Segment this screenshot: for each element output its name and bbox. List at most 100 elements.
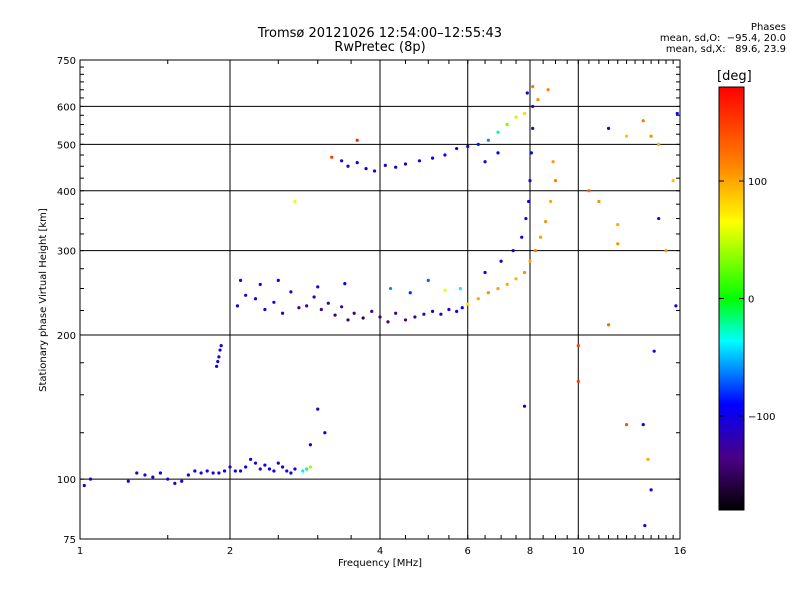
data-point bbox=[305, 304, 309, 308]
data-point bbox=[244, 465, 248, 469]
data-point bbox=[216, 359, 220, 364]
data-point bbox=[455, 146, 459, 151]
data-point bbox=[460, 306, 464, 310]
data-point bbox=[544, 219, 548, 224]
x-tick-label: 8 bbox=[527, 546, 533, 557]
data-point bbox=[383, 163, 387, 167]
data-point bbox=[394, 165, 398, 169]
data-point bbox=[657, 142, 661, 146]
y-tick-label: 200 bbox=[57, 331, 76, 342]
data-point bbox=[372, 169, 377, 173]
data-point bbox=[244, 293, 248, 297]
data-point bbox=[426, 278, 430, 282]
data-point bbox=[443, 153, 447, 157]
data-point bbox=[308, 443, 313, 447]
data-point bbox=[496, 151, 500, 155]
data-point bbox=[525, 91, 529, 95]
data-point bbox=[553, 179, 558, 183]
data-point bbox=[205, 469, 209, 473]
data-point bbox=[297, 306, 301, 310]
data-point bbox=[276, 461, 280, 465]
data-point bbox=[652, 349, 656, 353]
data-point bbox=[483, 270, 487, 275]
data-point bbox=[649, 488, 653, 492]
x-axis-label: Frequency [MHz] bbox=[337, 558, 423, 569]
y-tick-label: 75 bbox=[63, 535, 76, 546]
data-point bbox=[312, 295, 316, 299]
colorbar-ticks: 100 0 −100 bbox=[719, 177, 775, 423]
data-point bbox=[301, 469, 305, 473]
data-point bbox=[538, 235, 543, 239]
scatter-points bbox=[82, 84, 679, 528]
data-point bbox=[135, 471, 139, 475]
x-tick-label: 1 bbox=[77, 546, 83, 557]
data-point bbox=[675, 111, 679, 116]
data-point bbox=[466, 302, 470, 306]
data-point bbox=[549, 199, 553, 204]
data-point bbox=[531, 126, 535, 130]
data-point bbox=[616, 222, 620, 227]
data-point bbox=[624, 134, 629, 138]
x-axis: 1 2 4 6 8 10 16 bbox=[77, 60, 687, 557]
data-point bbox=[606, 126, 611, 130]
data-point bbox=[305, 467, 309, 471]
data-point bbox=[606, 323, 611, 327]
data-point bbox=[641, 422, 645, 427]
data-point bbox=[403, 318, 408, 322]
y-axis: 75 100 200 300 400 500 600 750 bbox=[57, 56, 680, 546]
y-tick-label: 600 bbox=[57, 102, 76, 113]
data-point bbox=[528, 259, 532, 263]
data-point bbox=[466, 144, 470, 149]
data-point bbox=[527, 199, 531, 204]
data-point bbox=[616, 242, 620, 246]
data-point bbox=[355, 138, 359, 142]
data-point bbox=[447, 307, 451, 312]
data-point bbox=[235, 304, 240, 308]
data-point bbox=[126, 479, 130, 483]
data-point bbox=[263, 307, 267, 312]
phase-stats: Phases mean, sd,O: −95.4, 20.0 mean, sd,… bbox=[600, 22, 786, 55]
data-point bbox=[316, 285, 320, 289]
data-point bbox=[551, 160, 555, 164]
data-point bbox=[386, 320, 390, 324]
data-point bbox=[520, 235, 524, 239]
data-point bbox=[505, 122, 509, 127]
data-point bbox=[173, 481, 177, 485]
data-point bbox=[641, 119, 645, 123]
data-point bbox=[649, 134, 653, 138]
data-point bbox=[238, 278, 243, 282]
data-point bbox=[285, 469, 289, 473]
data-point bbox=[439, 312, 443, 316]
data-point bbox=[228, 465, 232, 469]
data-point bbox=[514, 277, 518, 281]
data-point bbox=[193, 469, 197, 473]
data-point bbox=[597, 199, 601, 204]
data-point bbox=[522, 111, 527, 116]
data-point bbox=[413, 315, 417, 319]
data-point bbox=[587, 189, 591, 193]
data-point bbox=[143, 473, 147, 477]
y-axis-label: Stationary phase Virtual Height [km] bbox=[38, 208, 49, 392]
y-tick-label: 500 bbox=[57, 140, 76, 151]
data-point bbox=[258, 467, 262, 471]
colorbar-tick-label: 0 bbox=[748, 295, 754, 306]
phase-stats-heading: Phases bbox=[750, 22, 786, 33]
data-point bbox=[496, 130, 500, 134]
data-point bbox=[576, 379, 580, 383]
data-point bbox=[263, 463, 267, 467]
colorbar-unit: [deg] bbox=[717, 69, 752, 84]
data-point bbox=[289, 471, 293, 475]
data-point bbox=[576, 344, 580, 348]
y-tick-label: 300 bbox=[57, 247, 76, 258]
data-point bbox=[233, 469, 237, 473]
x-tick-label: 10 bbox=[572, 546, 585, 557]
data-point bbox=[403, 162, 408, 166]
data-point bbox=[378, 315, 382, 319]
x-tick-label: 16 bbox=[674, 546, 687, 557]
data-point bbox=[524, 216, 528, 221]
x-tick-label: 6 bbox=[465, 546, 471, 557]
data-point bbox=[483, 160, 487, 164]
data-point bbox=[258, 282, 262, 287]
data-point bbox=[88, 477, 93, 481]
data-point bbox=[186, 473, 190, 477]
